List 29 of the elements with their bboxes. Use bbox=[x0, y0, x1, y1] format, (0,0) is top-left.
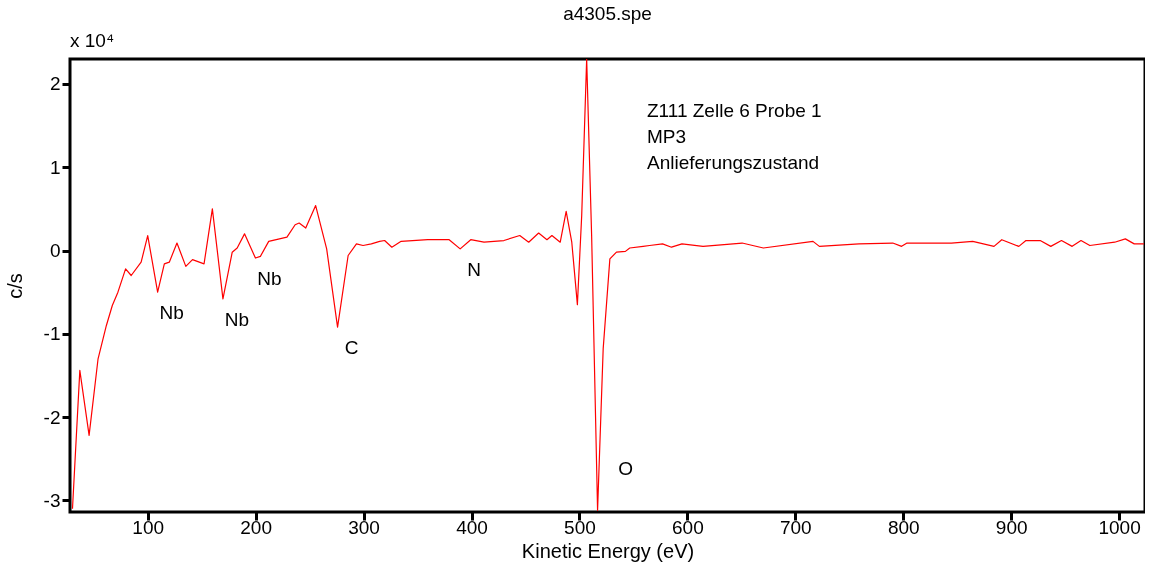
x-tick-label: 700 bbox=[779, 516, 812, 538]
text: x 10⁴ bbox=[70, 30, 115, 51]
x-tick-label: 500 bbox=[564, 516, 596, 538]
x-tick-label: 600 bbox=[672, 516, 704, 538]
x-tick-label: 800 bbox=[887, 516, 920, 538]
annotation: Nb bbox=[159, 302, 184, 324]
y-tick-label: 1 bbox=[49, 156, 61, 178]
x-axis-title: Kinetic Energy (eV) bbox=[521, 539, 695, 562]
annotation: N bbox=[467, 258, 482, 280]
annotation: Z111 Zelle 6 Probe 1 bbox=[647, 100, 822, 121]
annotation: MP3 bbox=[647, 126, 687, 147]
y-tick-label: -2 bbox=[43, 406, 61, 428]
y-tick-label: -3 bbox=[43, 489, 61, 511]
annotation: C bbox=[344, 337, 359, 359]
annotation: Nb bbox=[257, 268, 282, 290]
annotation: Nb bbox=[224, 308, 250, 330]
x-tick-label: 300 bbox=[348, 516, 380, 538]
x-tick-label: 100 bbox=[132, 516, 165, 538]
chart-title: a4305.spe bbox=[563, 3, 652, 24]
y-tick-label: 2 bbox=[49, 73, 61, 95]
y-tick-label: 0 bbox=[49, 240, 61, 262]
x-tick-label: 200 bbox=[240, 516, 272, 538]
x-tick-label: 900 bbox=[995, 516, 1028, 538]
x-tick-label: 400 bbox=[456, 516, 488, 538]
y-axis-title: c/s bbox=[3, 273, 26, 299]
annotation: O bbox=[618, 458, 633, 480]
y-tick-label: -1 bbox=[43, 323, 61, 345]
annotation: Anlieferungszustand bbox=[647, 152, 820, 173]
x-tick-label: 1000 bbox=[1098, 516, 1141, 538]
